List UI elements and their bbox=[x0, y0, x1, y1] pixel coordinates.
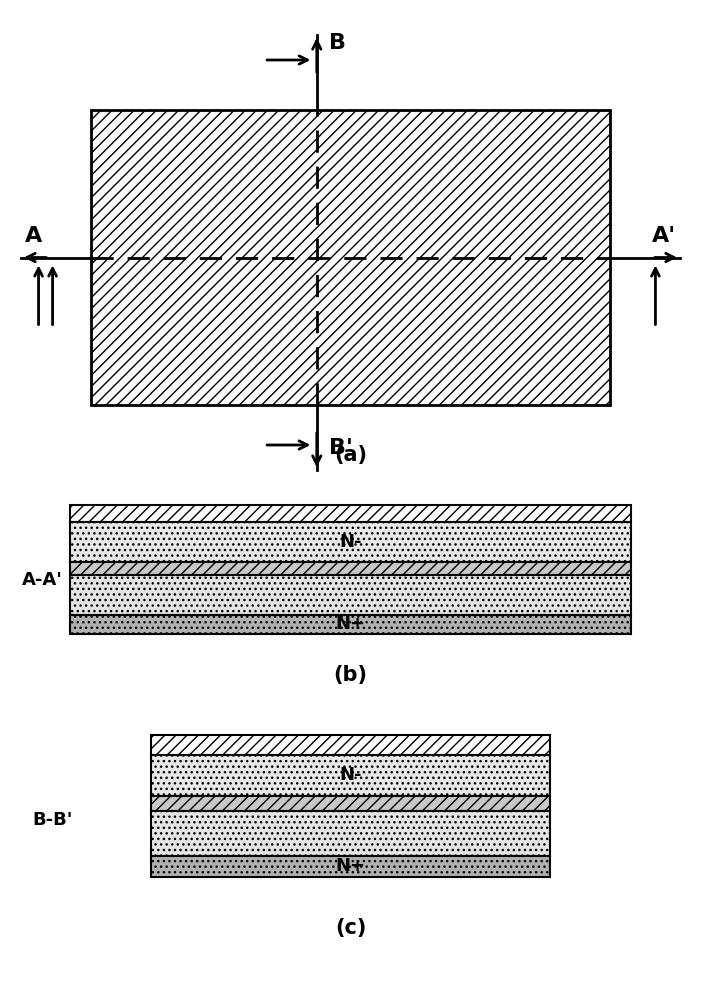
Bar bbox=[70, 505, 631, 522]
Text: B-B': B-B' bbox=[32, 811, 73, 829]
Text: B: B bbox=[329, 33, 346, 53]
Bar bbox=[70, 522, 631, 562]
Text: (b): (b) bbox=[334, 665, 367, 685]
Bar bbox=[151, 755, 550, 796]
Text: N-: N- bbox=[339, 533, 362, 551]
Text: A': A' bbox=[653, 226, 676, 245]
Bar bbox=[151, 735, 550, 755]
Text: N+: N+ bbox=[336, 857, 365, 875]
Text: B': B' bbox=[329, 438, 353, 458]
Bar bbox=[151, 811, 550, 856]
Text: (c): (c) bbox=[335, 918, 366, 938]
Text: (a): (a) bbox=[334, 445, 367, 465]
Text: N-: N- bbox=[339, 766, 362, 784]
Bar bbox=[151, 796, 550, 811]
Bar bbox=[70, 575, 631, 614]
Bar bbox=[151, 856, 550, 877]
Bar bbox=[70, 614, 631, 634]
Bar bbox=[70, 562, 631, 575]
Text: N+: N+ bbox=[336, 615, 365, 633]
Text: A: A bbox=[25, 226, 42, 245]
Bar bbox=[91, 110, 610, 405]
Text: A-A': A-A' bbox=[22, 571, 62, 589]
